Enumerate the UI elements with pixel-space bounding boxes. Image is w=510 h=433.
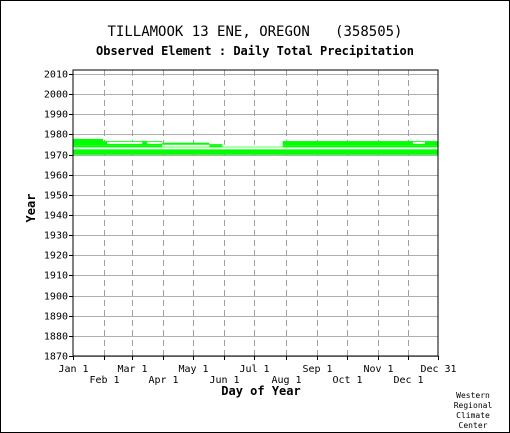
y-axis: 1870 1880 1890 1900 1910 1920 1930 1940 1950 1960… [44, 70, 73, 363]
coverage-bar [73, 138, 104, 146]
y-tick-label: 1880 [44, 332, 68, 343]
coverage-bar [162, 142, 210, 146]
x-tick-label: Dec 31 [420, 364, 456, 375]
data-gap [412, 141, 425, 144]
y-tick-label: 1920 [44, 251, 68, 262]
data-gap [222, 144, 283, 147]
data-gap [147, 141, 163, 144]
chart-title: TILLAMOOK 13 ENE, OREGON (358505) [107, 24, 403, 40]
credit-block: Western Regional Climate Center [443, 391, 503, 431]
coverage-bars [73, 138, 438, 155]
data-gap [107, 141, 143, 144]
chart-subtitle: Observed Element : Daily Total Precipita… [96, 44, 414, 58]
credit-line: Center [458, 421, 488, 430]
credit-line: Regional [453, 401, 493, 410]
x-axis: Jan 1 Mar 1 May 1 Jul 1 Sep 1 Nov 1 Dec 31 Feb … [58, 356, 457, 386]
x-tick-label: Oct 1 [332, 375, 362, 386]
y-axis-title: Year [24, 194, 38, 223]
y-tick-label: 1900 [44, 292, 68, 303]
x-tick-label: Mar 1 [117, 364, 147, 375]
x-tick-label: Jun 1 [209, 375, 239, 386]
credit-line: Climate [456, 411, 490, 420]
y-tick-label: 1930 [44, 231, 68, 242]
y-tick-label: 1910 [44, 271, 68, 282]
y-tick-label: 1940 [44, 211, 68, 222]
x-tick-label: Feb 1 [89, 375, 119, 386]
y-tick-label: 1950 [44, 191, 68, 202]
coverage-bar [73, 145, 438, 155]
plot-border [72, 69, 439, 357]
data-gap [162, 144, 210, 147]
credit-line: Western [456, 391, 490, 400]
coverage-bar [209, 144, 223, 146]
x-tick-label: Apr 1 [148, 375, 178, 386]
x-tick-label: Sep 1 [302, 364, 332, 375]
x-axis-title: Day of Year [221, 384, 300, 398]
y-tick-label: 2010 [44, 70, 68, 81]
x-tick-label: Jul 1 [239, 364, 269, 375]
x-tick-label: Jan 1 [58, 364, 88, 375]
x-tick-label: Dec 1 [393, 375, 423, 386]
coverage-bar [282, 141, 438, 146]
data-gap [73, 147, 438, 150]
y-tick-label: 1990 [44, 110, 68, 121]
x-tick-label: Aug 1 [271, 375, 301, 386]
y-tick-label: 2000 [44, 90, 68, 101]
y-tick-label: 1960 [44, 171, 68, 182]
y-tick-label: 1970 [44, 151, 68, 162]
x-tick-label: Nov 1 [363, 364, 393, 375]
grid-lines [73, 70, 438, 357]
y-tick-label: 1890 [44, 312, 68, 323]
y-tick-label: 1980 [44, 130, 68, 141]
x-tick-label: May 1 [178, 364, 208, 375]
y-tick-label: 1870 [44, 352, 68, 363]
